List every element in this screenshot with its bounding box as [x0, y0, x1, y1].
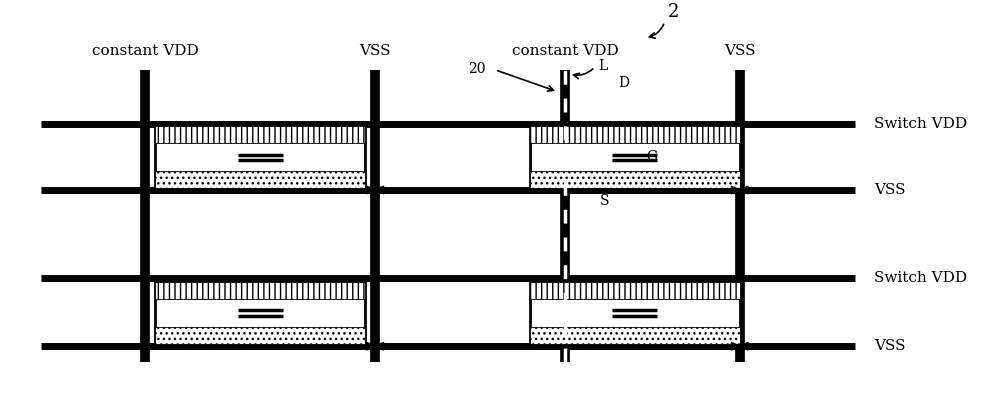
Text: VSS: VSS [874, 183, 906, 197]
Bar [530, 327, 740, 344]
Bar [530, 282, 740, 299]
Bar [155, 126, 365, 143]
Bar [155, 126, 365, 188]
Bar [155, 171, 365, 188]
Bar [155, 282, 365, 344]
Text: VSS: VSS [874, 339, 906, 353]
Bar [155, 327, 365, 344]
Text: L: L [598, 59, 607, 73]
Text: G: G [646, 150, 657, 164]
Text: constant VDD: constant VDD [92, 44, 199, 58]
Text: Switch VDD: Switch VDD [874, 117, 968, 131]
Text: 2: 2 [668, 2, 679, 21]
Text: D: D [618, 76, 629, 90]
Text: VSS: VSS [359, 44, 391, 58]
Bar [530, 126, 740, 143]
Text: VSS: VSS [724, 44, 755, 58]
Text: 20: 20 [468, 62, 486, 76]
Bar [530, 171, 740, 188]
Text: S: S [600, 194, 609, 208]
Bar [530, 126, 740, 188]
Text: constant VDD: constant VDD [512, 44, 618, 58]
Text: Switch VDD: Switch VDD [874, 271, 968, 285]
Bar [530, 282, 740, 344]
Bar [155, 282, 365, 299]
